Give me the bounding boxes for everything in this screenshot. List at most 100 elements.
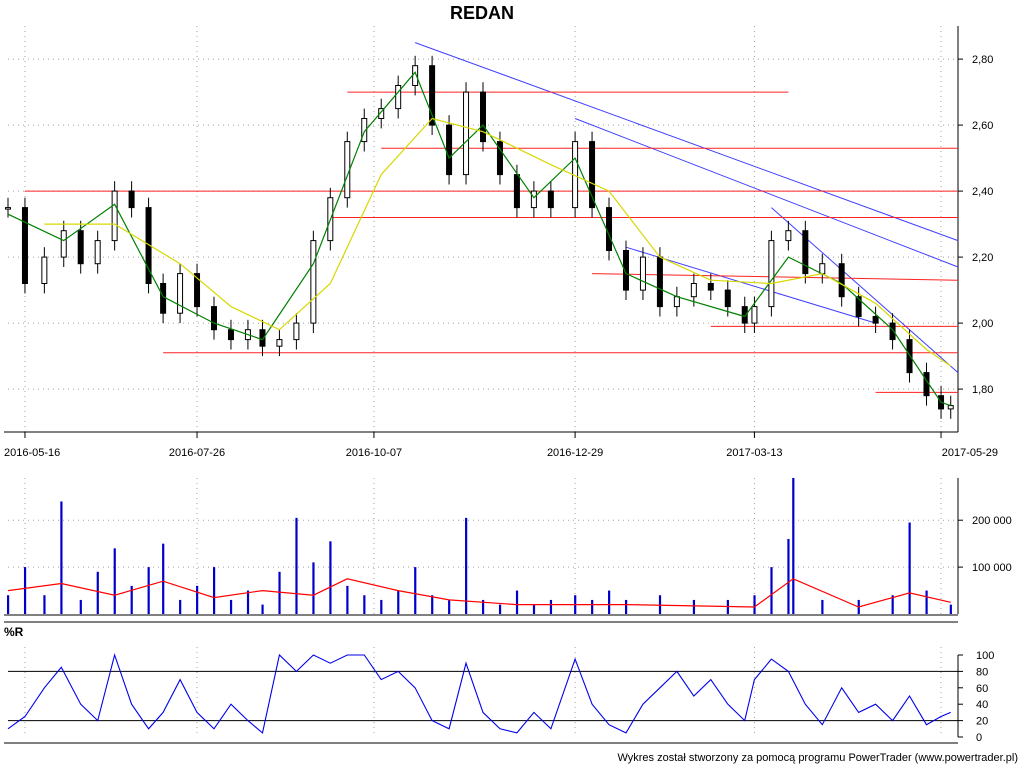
volume-bar (363, 595, 366, 614)
candle-body (463, 91, 470, 176)
williams-r-line (7, 653, 951, 734)
candle-body (21, 207, 28, 285)
williams-y-tick-label: 80 (976, 666, 988, 678)
volume-bar (753, 595, 756, 614)
volume-bar (770, 567, 773, 614)
volume-y-tick-label: 200 000 (972, 515, 1012, 527)
volume-average-line (7, 578, 951, 608)
volume-bar (608, 590, 611, 614)
volume-bar (787, 538, 790, 614)
volume-panel: 100 000 200 000 (4, 478, 1012, 616)
candle-body (227, 329, 234, 341)
candle-body (724, 289, 731, 308)
candle-body (707, 283, 714, 291)
volume-bar (380, 599, 383, 614)
candle-body (259, 329, 266, 347)
volume-bar (532, 604, 536, 614)
volume-bar (515, 590, 519, 614)
ma-long-line (44, 117, 952, 367)
volume-bar (624, 599, 628, 614)
volume-bar (792, 478, 795, 614)
candle-body (94, 240, 101, 265)
volume-bar (414, 567, 417, 614)
candle-body (111, 190, 118, 242)
price-y-tick-label: 2,20 (972, 252, 993, 264)
volume-bar (278, 571, 281, 614)
volume-bar (212, 567, 216, 614)
volume-bar (498, 604, 502, 614)
candle-body (838, 263, 845, 298)
price-x-tick-label: 2016-05-16 (4, 447, 60, 459)
volume-bar (79, 599, 82, 614)
volume-bar (312, 562, 315, 614)
price-x-tick-label: 2016-10-07 (346, 447, 402, 459)
candle-body (547, 190, 554, 209)
volume-bar (949, 604, 952, 614)
candle-body (947, 405, 954, 410)
candle-body (872, 316, 879, 324)
williams-y-tick-label: 40 (976, 699, 988, 711)
trend-line (574, 118, 959, 268)
volume-bar (891, 595, 894, 614)
volume-bar (329, 541, 332, 614)
candle-body (530, 190, 537, 209)
chart-title: REDAN (450, 3, 514, 23)
candle-body (210, 306, 217, 331)
price-y-tick-label: 2,00 (972, 318, 993, 330)
williams-y-tick-label: 0 (976, 732, 982, 744)
williams-r-panel: %R 0 20 40 60 80 100 (4, 621, 994, 744)
volume-bar (346, 585, 349, 614)
candle-body (496, 141, 503, 176)
candle-body (160, 283, 167, 314)
candle-body (194, 273, 201, 308)
volume-bar (448, 599, 451, 614)
candle-body (513, 174, 520, 209)
candle-body (128, 190, 135, 209)
williams-panel-title: %R (4, 625, 24, 639)
price-y-tick-label: 2,40 (972, 186, 993, 198)
candle-body (310, 240, 317, 324)
candle-body (77, 230, 84, 265)
candle-body (673, 296, 680, 308)
volume-bar (591, 599, 594, 614)
williams-y-tick-label: 20 (976, 716, 988, 728)
candle-body (768, 240, 775, 308)
volume-bar (113, 548, 116, 614)
candle-body (622, 250, 629, 291)
volume-bar (7, 595, 10, 614)
candle-body (639, 256, 646, 291)
candle-body (802, 230, 809, 275)
volume-bar (179, 599, 182, 614)
price-y-tick-label: 1,80 (972, 384, 993, 396)
footer-credit: Wykres został stworzony za pomocą progra… (617, 752, 1018, 764)
volume-bar (821, 599, 824, 614)
volume-bar (147, 567, 150, 614)
candle-body (395, 85, 402, 110)
volume-bar (908, 522, 911, 614)
trend-line (771, 207, 959, 373)
candle-body (690, 283, 697, 298)
candle-body (656, 256, 663, 308)
volume-bar (925, 590, 928, 614)
volume-bar (229, 599, 233, 614)
candle-body (177, 273, 184, 314)
candle-body (378, 108, 385, 119)
price-x-tick-label: 2016-07-26 (169, 447, 225, 459)
volume-bar (431, 595, 434, 614)
price-x-tick-label: 2017-03-13 (726, 447, 782, 459)
candle-body (855, 296, 862, 318)
candle-body (606, 207, 613, 252)
candle-body (41, 256, 48, 285)
volume-bar (482, 599, 485, 614)
price-x-tick-label: 2016-12-29 (547, 447, 603, 459)
volume-y-tick-label: 100 000 (972, 562, 1012, 574)
volume-bar (96, 571, 99, 614)
price-panel: 1,80 2,00 2,20 2,40 2,60 2,80 2016-05-16 2016-0… (4, 26, 998, 737)
price-y-tick-label: 2,60 (972, 120, 993, 132)
volume-bar (130, 585, 133, 614)
volume-bar (692, 599, 696, 614)
volume-bar (549, 599, 553, 614)
volume-bar (60, 501, 63, 614)
volume-bar (23, 567, 27, 614)
volume-bar (397, 590, 400, 614)
